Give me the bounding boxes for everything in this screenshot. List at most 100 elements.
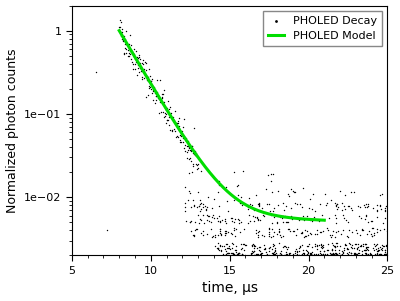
PHOLED Decay bbox=[222, 220, 229, 225]
PHOLED Decay bbox=[276, 253, 282, 257]
PHOLED Decay bbox=[200, 205, 207, 210]
PHOLED Decay bbox=[312, 216, 318, 221]
PHOLED Decay bbox=[254, 214, 260, 219]
PHOLED Decay bbox=[348, 190, 354, 195]
PHOLED Decay bbox=[190, 234, 197, 239]
PHOLED Decay bbox=[332, 213, 338, 218]
PHOLED Decay bbox=[198, 201, 204, 206]
PHOLED Decay bbox=[253, 227, 259, 232]
PHOLED Decay bbox=[181, 208, 188, 213]
PHOLED Decay bbox=[224, 246, 230, 250]
PHOLED Decay bbox=[175, 135, 181, 139]
PHOLED Decay bbox=[165, 115, 172, 119]
PHOLED Decay bbox=[349, 230, 355, 235]
PHOLED Decay bbox=[374, 229, 380, 234]
PHOLED Decay bbox=[176, 123, 182, 128]
PHOLED Decay bbox=[234, 183, 241, 188]
PHOLED Decay bbox=[261, 253, 268, 258]
PHOLED Decay bbox=[203, 206, 210, 211]
PHOLED Decay bbox=[140, 61, 146, 66]
PHOLED Decay bbox=[268, 179, 275, 184]
PHOLED Decay bbox=[288, 214, 295, 219]
PHOLED Decay bbox=[255, 217, 262, 222]
PHOLED Decay bbox=[282, 219, 289, 224]
PHOLED Decay bbox=[217, 227, 224, 232]
PHOLED Decay bbox=[283, 253, 289, 258]
PHOLED Decay bbox=[382, 248, 388, 253]
PHOLED Decay bbox=[155, 95, 162, 100]
PHOLED Decay bbox=[282, 252, 288, 257]
PHOLED Decay bbox=[218, 247, 224, 252]
PHOLED Decay bbox=[219, 244, 225, 248]
PHOLED Decay bbox=[256, 204, 263, 209]
PHOLED Decay bbox=[119, 37, 125, 42]
PHOLED Decay bbox=[318, 242, 324, 247]
PHOLED Decay bbox=[362, 216, 368, 221]
PHOLED Decay bbox=[376, 253, 383, 258]
PHOLED Decay bbox=[220, 253, 226, 257]
PHOLED Decay bbox=[270, 251, 276, 256]
PHOLED Decay bbox=[362, 245, 369, 250]
PHOLED Decay bbox=[348, 251, 354, 256]
PHOLED Decay bbox=[159, 95, 166, 100]
PHOLED Decay bbox=[168, 114, 174, 119]
PHOLED Decay bbox=[243, 254, 250, 259]
PHOLED Decay bbox=[233, 244, 240, 249]
PHOLED Decay bbox=[336, 251, 342, 256]
PHOLED Decay bbox=[124, 43, 130, 48]
PHOLED Decay bbox=[216, 204, 222, 209]
PHOLED Decay bbox=[258, 232, 265, 237]
PHOLED Decay bbox=[348, 208, 355, 213]
PHOLED Decay bbox=[348, 251, 354, 256]
PHOLED Decay bbox=[236, 253, 242, 258]
PHOLED Decay bbox=[192, 227, 199, 231]
PHOLED Decay bbox=[182, 204, 188, 209]
PHOLED Decay bbox=[122, 46, 128, 51]
PHOLED Decay bbox=[321, 253, 327, 258]
PHOLED Decay bbox=[276, 229, 282, 234]
PHOLED Decay bbox=[363, 246, 370, 250]
PHOLED Decay bbox=[262, 247, 268, 252]
PHOLED Decay bbox=[189, 143, 195, 148]
PHOLED Decay bbox=[222, 241, 229, 246]
PHOLED Decay bbox=[338, 252, 345, 256]
PHOLED Decay bbox=[324, 201, 330, 206]
PHOLED Decay bbox=[350, 251, 357, 256]
PHOLED Decay bbox=[181, 146, 188, 150]
PHOLED Decay bbox=[304, 252, 310, 256]
PHOLED Decay bbox=[372, 247, 379, 251]
PHOLED Decay bbox=[344, 220, 351, 225]
PHOLED Decay bbox=[185, 138, 191, 143]
PHOLED Decay bbox=[293, 233, 299, 238]
PHOLED Decay bbox=[384, 228, 390, 233]
PHOLED Decay bbox=[360, 242, 367, 247]
PHOLED Decay bbox=[377, 203, 383, 208]
PHOLED Decay bbox=[231, 220, 237, 225]
PHOLED Decay bbox=[367, 231, 374, 236]
PHOLED Decay bbox=[276, 214, 283, 219]
PHOLED Decay bbox=[309, 249, 315, 254]
PHOLED Decay bbox=[373, 243, 380, 247]
PHOLED Decay bbox=[135, 65, 141, 70]
PHOLED Decay bbox=[238, 245, 245, 250]
PHOLED Decay bbox=[134, 63, 141, 67]
PHOLED Decay bbox=[128, 48, 134, 53]
PHOLED Decay bbox=[143, 74, 150, 79]
PHOLED Decay bbox=[173, 134, 179, 139]
PHOLED Decay bbox=[194, 227, 201, 232]
PHOLED Decay bbox=[344, 203, 351, 208]
PHOLED Decay bbox=[305, 251, 311, 256]
PHOLED Decay bbox=[361, 248, 368, 253]
PHOLED Decay bbox=[376, 248, 382, 253]
PHOLED Decay bbox=[298, 230, 305, 234]
PHOLED Decay bbox=[121, 51, 127, 56]
PHOLED Decay bbox=[312, 208, 319, 213]
PHOLED Decay bbox=[234, 184, 240, 188]
PHOLED Decay bbox=[289, 216, 296, 221]
PHOLED Decay bbox=[156, 96, 162, 101]
PHOLED Decay bbox=[250, 244, 257, 249]
PHOLED Decay bbox=[226, 244, 232, 249]
PHOLED Decay bbox=[320, 245, 326, 250]
PHOLED Decay bbox=[216, 243, 223, 247]
PHOLED Decay bbox=[158, 99, 164, 104]
